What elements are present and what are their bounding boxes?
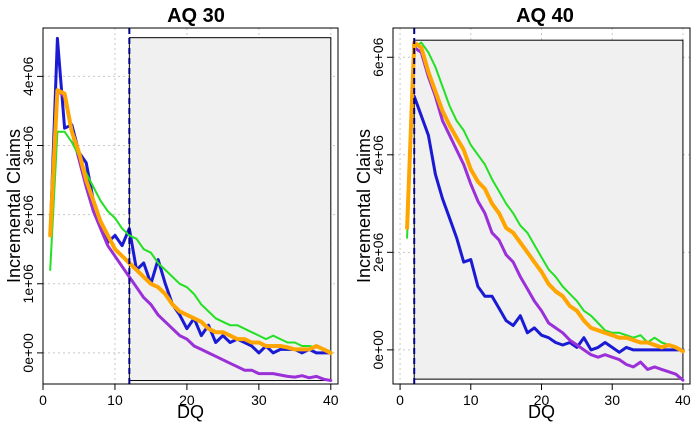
y-tick-label-2: 2e+06	[20, 195, 36, 235]
x-tick-label-0: 0	[39, 392, 47, 408]
x-tick-label-4: 40	[675, 392, 691, 408]
x-tick-label-1: 10	[107, 392, 123, 408]
y-axis-label: Incremental Claims	[4, 129, 24, 283]
y-tick-label-2: 4e+06	[370, 135, 386, 175]
chart-title: AQ 30	[167, 5, 225, 27]
series-line-model_green	[49, 130, 332, 353]
series-line-actual	[412, 94, 685, 354]
x-tick-label-2: 20	[179, 392, 195, 408]
x-tick-label-2: 20	[534, 392, 550, 408]
x-axis-label: DQ	[177, 402, 204, 422]
x-axis-label: DQ	[528, 402, 555, 422]
y-axis-label: Incremental Claims	[354, 129, 374, 283]
series-line-model_orange	[48, 88, 333, 355]
x-tick-label-4: 40	[323, 392, 339, 408]
plot-frame	[42, 27, 339, 385]
chart-title: AQ 40	[516, 5, 574, 27]
series-line-model_purple	[405, 46, 685, 382]
y-tick-label-0: 0e+00	[20, 333, 36, 373]
y-tick-label-1: 1e+06	[20, 264, 36, 304]
y-tick-label-3: 6e+06	[370, 37, 386, 77]
y-tick-label-3: 3e+06	[20, 126, 36, 166]
x-tick-label-1: 10	[463, 392, 479, 408]
y-tick-label-1: 2e+06	[370, 232, 386, 272]
series-line-model_purple	[48, 88, 333, 382]
x-tick-label-3: 30	[604, 392, 620, 408]
x-tick-label-3: 30	[251, 392, 267, 408]
y-tick-label-4: 4e+06	[20, 57, 36, 97]
series-line-model_orange	[405, 40, 685, 354]
y-tick-label-0: 0e+00	[370, 330, 386, 370]
shaded-region	[413, 39, 684, 380]
chart-panel-2: 0 10 20 30 40 0e+00 2e+06 4e+06 6e+06 AQ 40 DQ Incr…	[354, 5, 691, 422]
shaded-region	[128, 37, 332, 382]
x-tick-label-0: 0	[396, 392, 404, 408]
series-line-model_green	[406, 41, 684, 351]
chart-panel-1: 0 10 20 30 40 0e+00 1e+06 2e+06 3e+06 4e+06 AQ 30 D…	[4, 5, 339, 422]
